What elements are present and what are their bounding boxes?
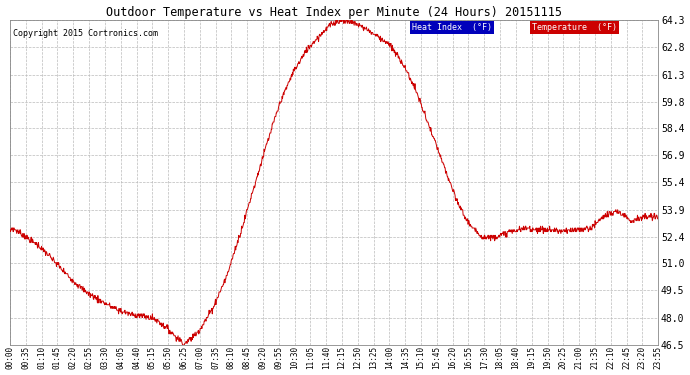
- Text: Copyright 2015 Cortronics.com: Copyright 2015 Cortronics.com: [13, 30, 158, 39]
- Title: Outdoor Temperature vs Heat Index per Minute (24 Hours) 20151115: Outdoor Temperature vs Heat Index per Mi…: [106, 6, 562, 18]
- Text: Temperature  (°F): Temperature (°F): [532, 23, 617, 32]
- Text: Heat Index  (°F): Heat Index (°F): [412, 23, 492, 32]
